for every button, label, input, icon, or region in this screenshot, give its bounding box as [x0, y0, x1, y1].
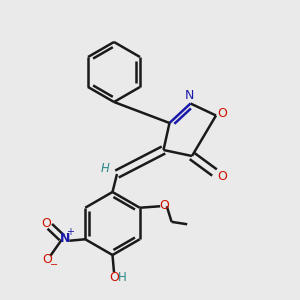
Text: N: N [184, 89, 194, 103]
Text: H: H [118, 271, 127, 284]
Text: O: O [217, 169, 227, 183]
Text: +: + [66, 227, 74, 237]
Text: O: O [42, 253, 52, 266]
Text: O: O [41, 217, 51, 230]
Text: −: − [50, 260, 58, 270]
Text: O: O [109, 271, 119, 284]
Text: O: O [160, 199, 170, 212]
Text: H: H [101, 161, 110, 175]
Text: O: O [218, 106, 227, 120]
Text: N: N [60, 232, 70, 245]
